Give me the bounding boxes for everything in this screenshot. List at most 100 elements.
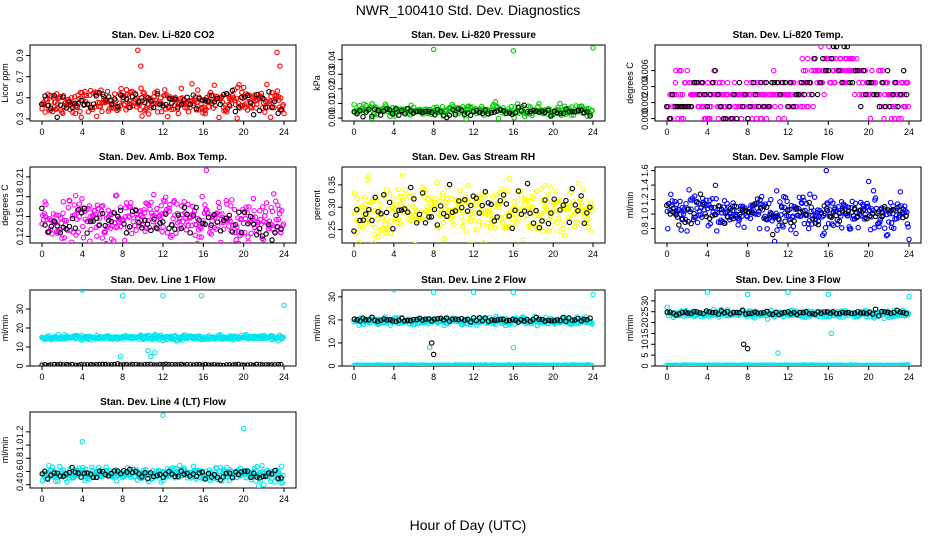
data-point <box>793 230 799 237</box>
data-point <box>872 213 879 220</box>
data-point <box>902 103 909 110</box>
data-point <box>351 228 357 234</box>
data-point <box>804 79 810 86</box>
data-point <box>158 203 164 209</box>
data-point <box>372 224 379 231</box>
x-tick-label: 8 <box>745 127 750 137</box>
data-point <box>820 55 826 62</box>
data-point <box>587 204 593 210</box>
data-point <box>768 196 774 203</box>
data-point <box>701 91 708 98</box>
data-point <box>675 115 681 121</box>
data-point <box>828 55 835 62</box>
data-point <box>437 108 444 115</box>
y-tick-label: 0.3 <box>15 113 25 126</box>
data-point <box>847 79 853 86</box>
data-point <box>686 187 692 193</box>
data-point <box>809 221 815 227</box>
data-point <box>584 210 590 216</box>
data-point <box>275 202 281 208</box>
data-point <box>354 206 360 213</box>
data-point <box>214 219 221 225</box>
data-point <box>455 106 462 112</box>
data-point <box>827 213 834 219</box>
data-point <box>446 181 453 188</box>
data-point <box>51 361 58 366</box>
data-point <box>272 362 278 366</box>
data-point <box>84 362 91 366</box>
data-point <box>794 103 800 110</box>
data-point <box>160 224 166 230</box>
data-point <box>835 204 842 210</box>
data-point <box>216 122 220 126</box>
data-point <box>278 463 285 470</box>
data-point <box>181 362 187 366</box>
data-point <box>59 235 65 242</box>
data-point <box>552 208 558 214</box>
data-point <box>79 290 86 293</box>
data-points <box>39 412 286 488</box>
data-point <box>491 317 498 324</box>
data-point <box>175 104 181 110</box>
data-point <box>462 196 468 203</box>
y-tick-label: 0.30 <box>327 198 337 216</box>
data-point <box>830 209 837 215</box>
x-tick-label: 20 <box>864 372 874 382</box>
x-tick-label: 12 <box>158 372 168 382</box>
y-axis-label: ml/min <box>625 315 635 342</box>
data-point <box>45 362 52 366</box>
data-point <box>701 103 708 110</box>
data-point <box>515 188 522 194</box>
x-tick-label: 12 <box>468 372 478 382</box>
data-point <box>207 229 213 236</box>
data-point <box>892 103 899 110</box>
data-point <box>63 218 69 224</box>
data-point <box>111 210 118 216</box>
data-point <box>229 229 236 235</box>
data-point <box>851 205 858 212</box>
data-point <box>545 228 552 234</box>
data-point <box>818 45 824 50</box>
chart-title: Stan. Dev. Amb. Box Temp. <box>99 152 227 163</box>
data-point <box>473 317 480 324</box>
data-point <box>865 178 872 185</box>
data-point <box>217 477 224 483</box>
data-point <box>229 92 236 99</box>
data-point <box>426 108 432 114</box>
data-point <box>491 218 498 224</box>
data-point <box>274 49 280 56</box>
y-axis-label: degrees C <box>625 62 635 104</box>
data-point <box>709 195 716 202</box>
data-point <box>680 115 687 121</box>
data-point <box>148 98 154 104</box>
data-point <box>239 362 245 366</box>
data-point <box>79 196 85 202</box>
data-point <box>271 104 277 111</box>
data-point <box>237 465 244 472</box>
data-point <box>829 221 835 227</box>
data-point <box>96 100 103 106</box>
data-point <box>731 79 738 86</box>
data-point <box>78 209 85 216</box>
data-point <box>390 195 396 201</box>
data-point <box>428 198 434 205</box>
data-point <box>79 438 86 445</box>
data-point <box>479 318 486 324</box>
data-point <box>885 309 891 316</box>
data-point <box>168 106 175 113</box>
data-point <box>566 206 572 212</box>
data-point <box>66 198 73 204</box>
data-point <box>241 362 248 366</box>
data-point <box>196 217 202 223</box>
data-point <box>359 209 365 215</box>
x-tick-label: 4 <box>705 372 710 382</box>
data-point <box>676 311 682 317</box>
data-point <box>755 211 762 218</box>
data-point <box>142 228 148 235</box>
data-point <box>578 193 584 199</box>
data-point <box>252 214 259 220</box>
data-point <box>886 362 893 366</box>
data-point <box>434 362 441 366</box>
